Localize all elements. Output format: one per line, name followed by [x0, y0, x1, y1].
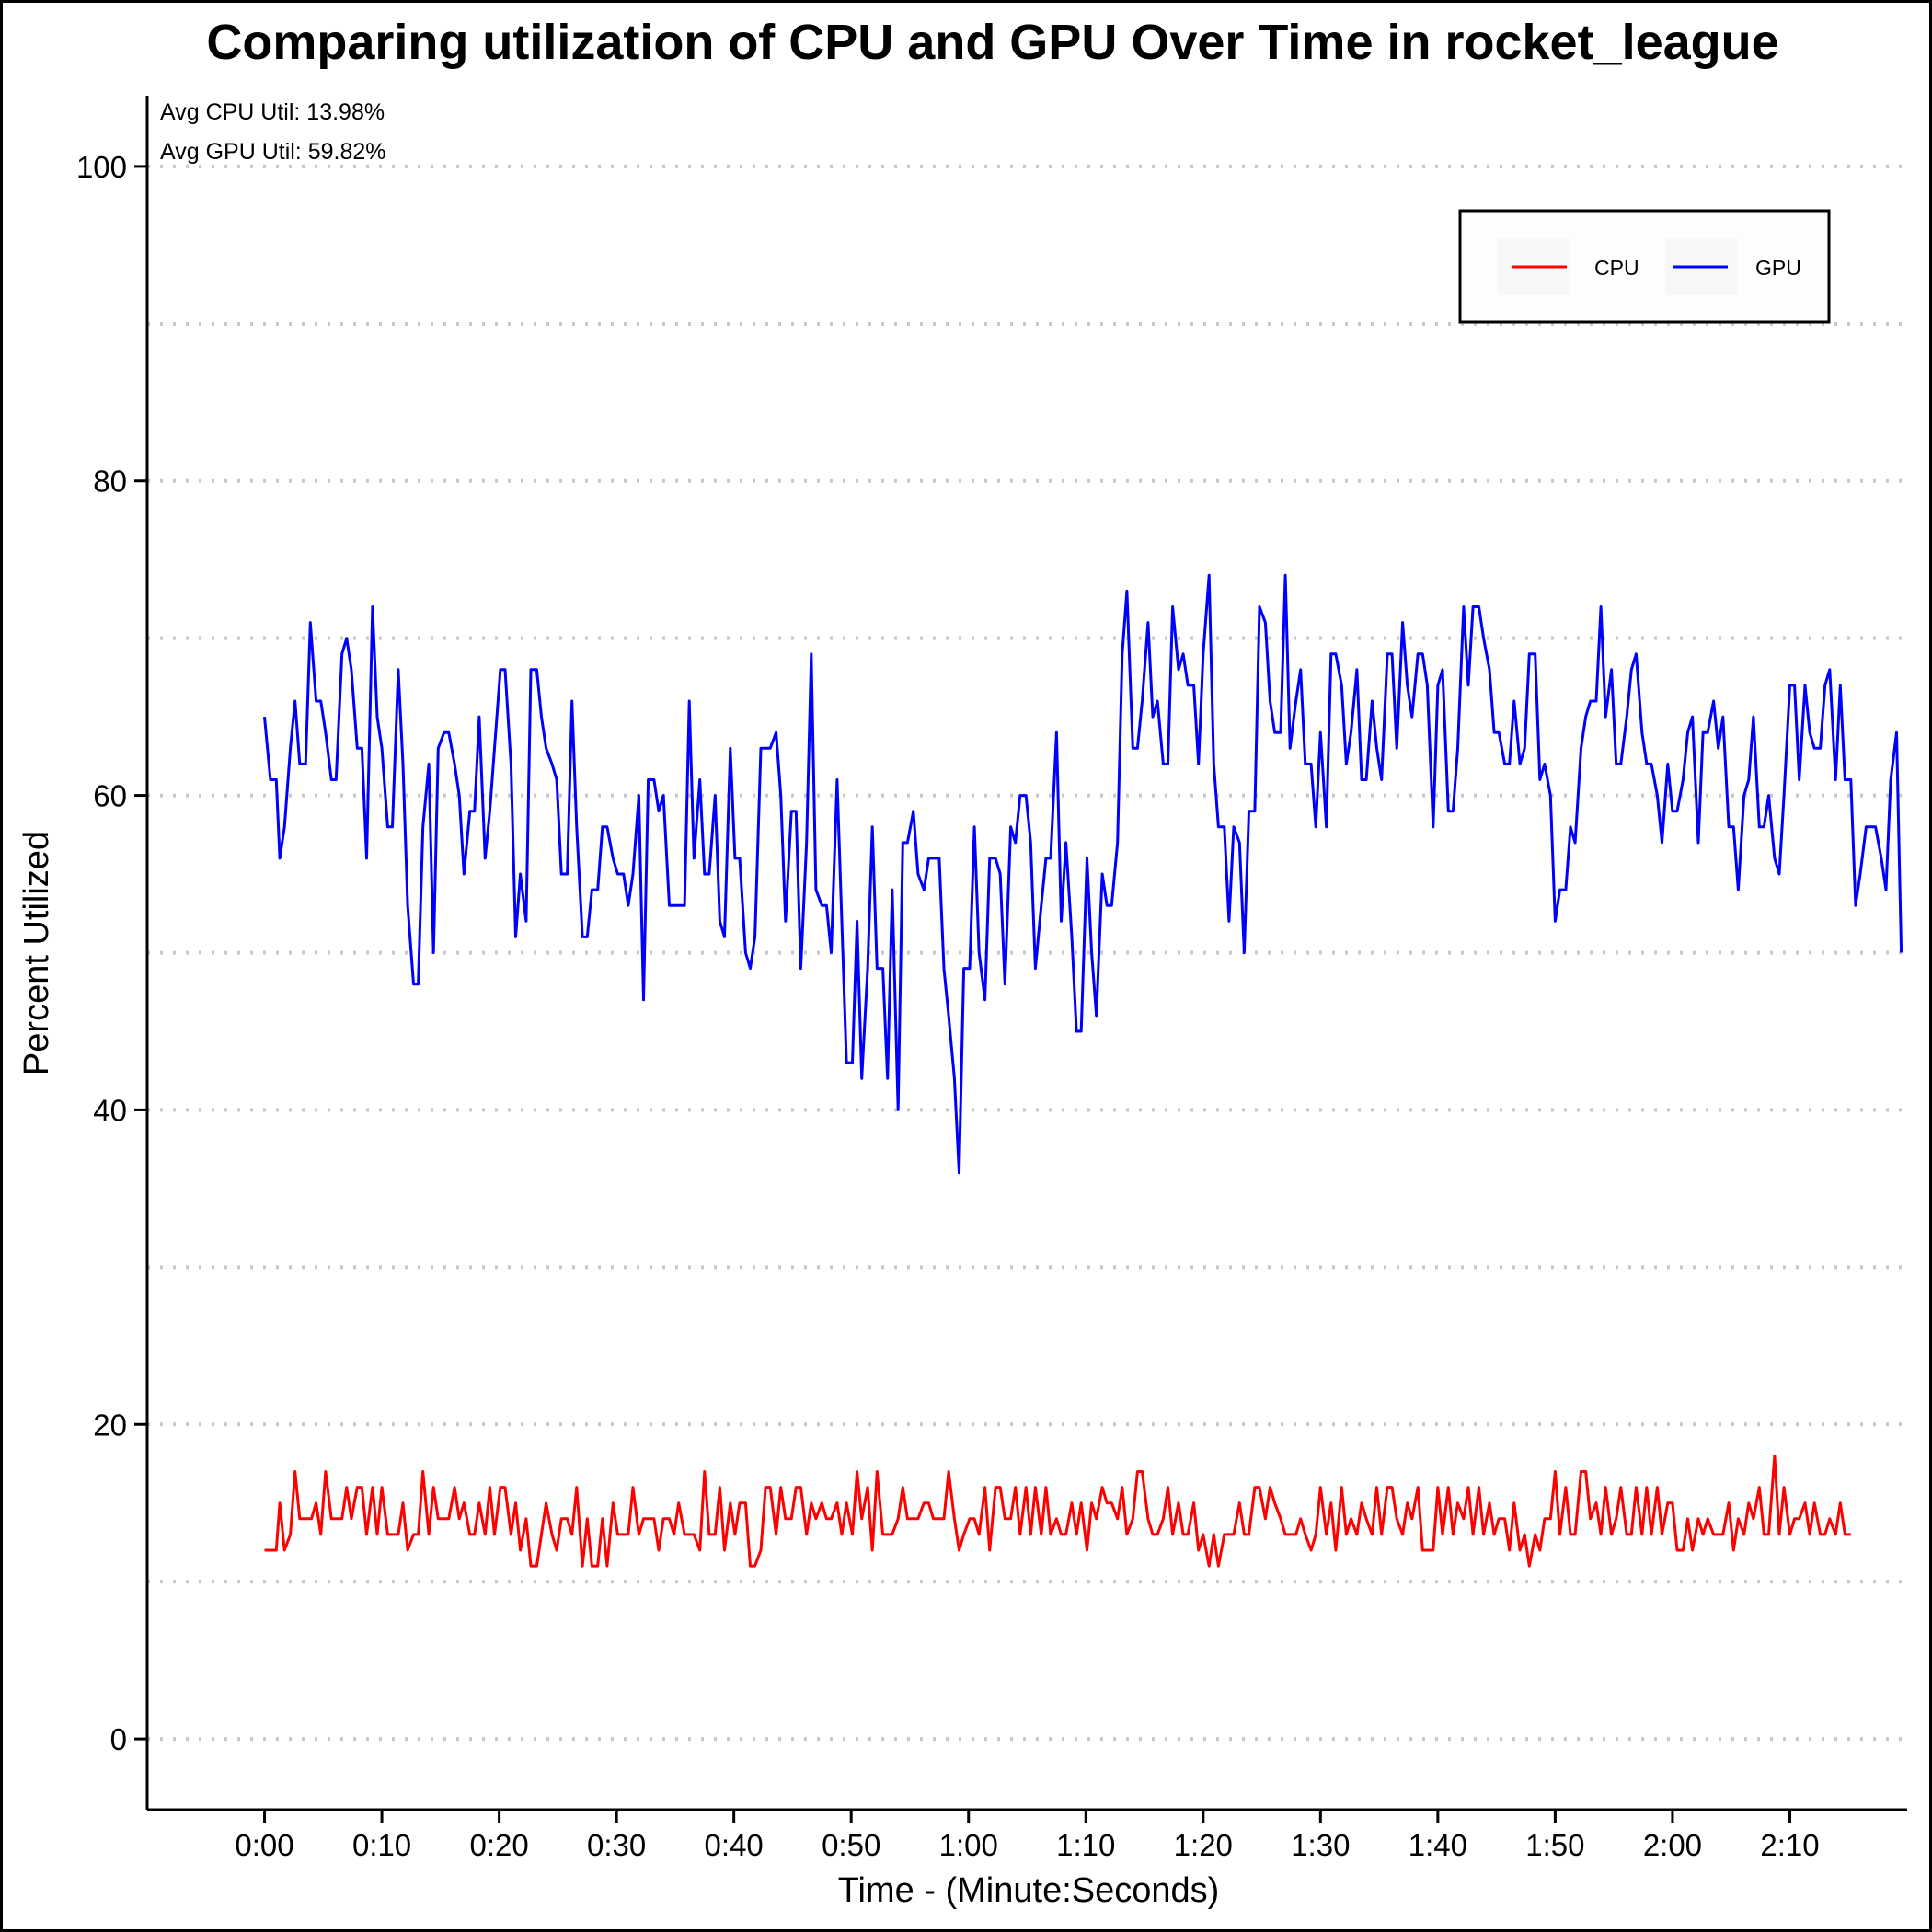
x-tick-label: 0:10: [352, 1828, 411, 1862]
y-tick-label: 100: [76, 150, 127, 184]
cpu-series-line: [264, 1454, 1851, 1568]
x-axis-ticks: 0:00 0:10 0:20 0:30 0:40 0:50 1:00 1:10 1:20 1:30…: [235, 1810, 1820, 1862]
x-tick-label: 1:00: [939, 1828, 998, 1862]
y-tick-label: 80: [93, 465, 127, 499]
x-tick-label: 0:20: [469, 1828, 528, 1862]
chart-title: Comparing utilization of CPU and GPU Ove…: [206, 15, 1778, 70]
legend-gpu-label: GPU: [1755, 256, 1801, 280]
x-tick-label: 2:10: [1760, 1828, 1819, 1862]
avg-gpu-annotation: Avg GPU Util: 59.82%: [160, 139, 385, 165]
y-tick-label: 0: [110, 1722, 127, 1756]
y-tick-label: 40: [93, 1093, 127, 1127]
x-tick-label: 1:30: [1291, 1828, 1350, 1862]
y-axis-ticks: 0 20 40 60 80 100: [76, 150, 147, 1756]
y-axis-title: Percent Utilized: [17, 831, 56, 1075]
x-tick-label: 0:30: [587, 1828, 646, 1862]
legend: CPU GPU: [1458, 209, 1831, 324]
x-tick-label: 0:40: [705, 1828, 764, 1862]
x-tick-label: 0:50: [822, 1828, 880, 1862]
y-tick-label: 60: [93, 779, 127, 813]
x-tick-label: 1:20: [1174, 1828, 1233, 1862]
x-tick-label: 0:00: [235, 1828, 293, 1862]
x-tick-label: 1:10: [1056, 1828, 1115, 1862]
gpu-series-line: [263, 573, 1903, 1175]
x-tick-label: 1:50: [1525, 1828, 1584, 1862]
legend-cpu-label: CPU: [1594, 256, 1639, 280]
x-tick-label: 1:40: [1409, 1828, 1467, 1862]
series-layer: [263, 573, 1903, 1568]
x-tick-label: 2:00: [1643, 1828, 1702, 1862]
x-axis-title: Time - (Minute:Seconds): [838, 1871, 1220, 1910]
avg-cpu-annotation: Avg CPU Util: 13.98%: [160, 99, 385, 125]
y-tick-label: 20: [93, 1408, 127, 1442]
